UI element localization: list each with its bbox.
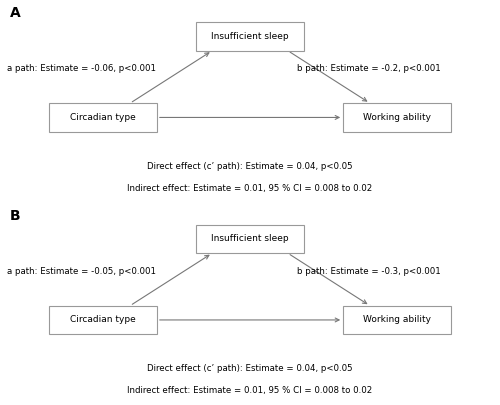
Text: Working ability: Working ability <box>363 113 431 122</box>
Bar <box>343 103 451 132</box>
Text: Direct effect (c’ path): Estimate = 0.04, p<0.05: Direct effect (c’ path): Estimate = 0.04… <box>147 364 353 373</box>
Text: b path: Estimate = -0.2, p<0.001: b path: Estimate = -0.2, p<0.001 <box>296 64 440 73</box>
Text: a path: Estimate = -0.05, p<0.001: a path: Estimate = -0.05, p<0.001 <box>8 267 156 276</box>
Text: Insufficient sleep: Insufficient sleep <box>211 32 289 41</box>
Bar <box>49 103 157 132</box>
Bar <box>343 306 451 334</box>
Text: b path: Estimate = -0.3, p<0.001: b path: Estimate = -0.3, p<0.001 <box>296 267 440 276</box>
Text: Indirect effect: Estimate = 0.01, 95 % CI = 0.008 to 0.02: Indirect effect: Estimate = 0.01, 95 % C… <box>128 184 372 193</box>
Bar <box>196 22 304 51</box>
Text: a path: Estimate = -0.06, p<0.001: a path: Estimate = -0.06, p<0.001 <box>8 64 156 73</box>
Text: Circadian type: Circadian type <box>70 113 136 122</box>
Text: Indirect effect: Estimate = 0.01, 95 % CI = 0.008 to 0.02: Indirect effect: Estimate = 0.01, 95 % C… <box>128 386 372 395</box>
Text: Insufficient sleep: Insufficient sleep <box>211 234 289 243</box>
Bar <box>196 225 304 253</box>
Text: Circadian type: Circadian type <box>70 315 136 324</box>
Text: A: A <box>10 6 20 20</box>
Bar <box>49 306 157 334</box>
Text: Working ability: Working ability <box>363 315 431 324</box>
Text: Direct effect (c’ path): Estimate = 0.04, p<0.05: Direct effect (c’ path): Estimate = 0.04… <box>147 162 353 171</box>
Text: B: B <box>10 209 20 223</box>
